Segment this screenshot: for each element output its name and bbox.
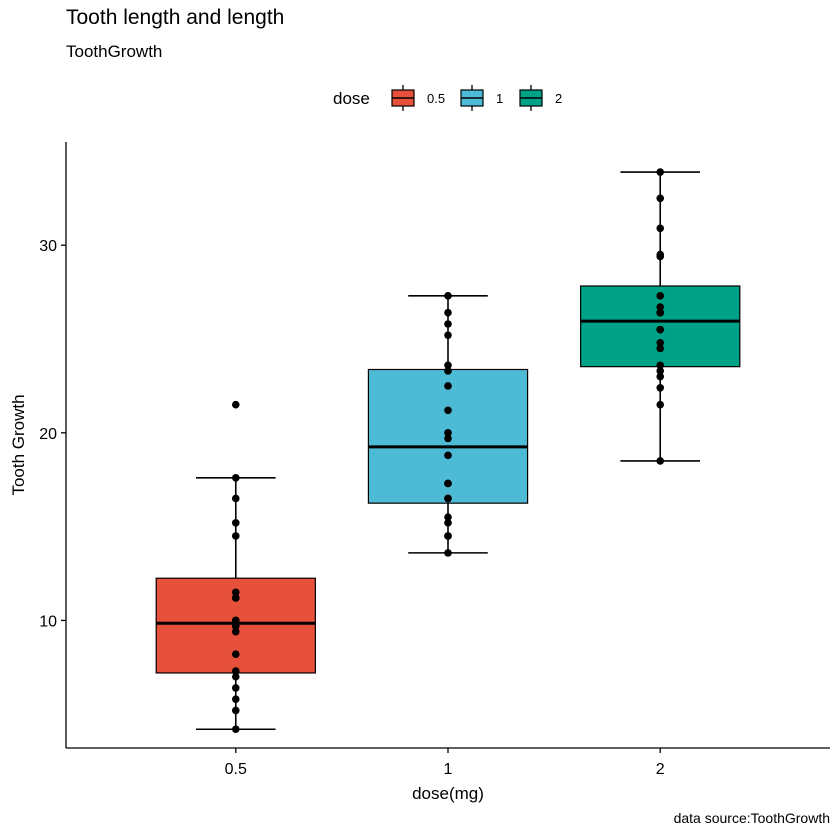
legend: dose 0.5 1 2 bbox=[333, 85, 562, 111]
chart-title: Tooth length and length bbox=[66, 6, 285, 29]
data-point bbox=[444, 519, 452, 527]
y-tick-label: 30 bbox=[39, 238, 57, 255]
data-point bbox=[231, 695, 240, 704]
data-point bbox=[656, 338, 665, 347]
data-point bbox=[444, 382, 452, 390]
legend-label: 0.5 bbox=[427, 91, 445, 106]
data-point bbox=[656, 194, 665, 203]
data-point bbox=[231, 622, 240, 630]
data-point bbox=[444, 532, 452, 540]
data-point bbox=[444, 549, 452, 557]
boxes-layer bbox=[155, 171, 741, 731]
data-point bbox=[231, 667, 240, 675]
x-tick-label: 0.5 bbox=[225, 761, 247, 778]
data-point bbox=[656, 224, 665, 233]
x-tick-label: 1 bbox=[444, 761, 453, 778]
data-point bbox=[231, 474, 240, 482]
legend-title: dose bbox=[333, 89, 370, 108]
legend-entry-2: 2 bbox=[519, 85, 562, 111]
legend-label: 2 bbox=[555, 91, 562, 106]
data-point bbox=[656, 325, 665, 334]
data-point bbox=[231, 494, 240, 503]
legend-entry-1: 1 bbox=[460, 85, 503, 111]
data-point bbox=[444, 320, 452, 328]
data-point bbox=[656, 457, 665, 465]
data-point bbox=[444, 451, 452, 460]
data-point bbox=[656, 344, 665, 353]
data-point bbox=[231, 672, 240, 681]
data-point bbox=[656, 383, 665, 392]
data-point bbox=[231, 706, 240, 715]
data-point bbox=[231, 650, 240, 658]
data-point bbox=[231, 588, 240, 597]
data-point bbox=[231, 684, 240, 692]
data-point bbox=[231, 519, 240, 527]
data-point bbox=[444, 361, 452, 370]
data-point bbox=[656, 252, 665, 261]
data-point bbox=[656, 303, 665, 311]
x-tick-label: 2 bbox=[656, 761, 665, 778]
chart-caption: data source:ToothGrowth bbox=[673, 810, 830, 826]
x-axis-title: dose(mg) bbox=[412, 784, 484, 803]
data-point bbox=[444, 434, 452, 443]
data-point bbox=[444, 292, 452, 300]
data-point bbox=[444, 331, 452, 340]
data-point bbox=[656, 292, 665, 300]
axes-layer: 10 20 30 0.5 1 2 dose(mg) Tooth Growth bbox=[9, 142, 830, 803]
y-axis-title: Tooth Growth bbox=[9, 394, 28, 495]
data-point bbox=[444, 367, 452, 375]
data-point bbox=[656, 361, 665, 370]
data-point bbox=[231, 400, 240, 409]
data-point bbox=[444, 479, 452, 488]
data-point bbox=[444, 308, 452, 317]
data-point bbox=[231, 594, 240, 602]
chart-subtitle: ToothGrowth bbox=[66, 42, 163, 61]
data-point bbox=[444, 406, 452, 415]
data-point bbox=[444, 429, 452, 437]
data-point bbox=[656, 372, 665, 381]
data-point bbox=[656, 367, 665, 375]
data-point bbox=[444, 513, 452, 522]
data-point bbox=[231, 616, 240, 625]
data-point bbox=[231, 532, 240, 540]
legend-entry-0.5: 0.5 bbox=[391, 85, 445, 111]
y-tick-label: 20 bbox=[39, 426, 57, 443]
data-point bbox=[231, 627, 240, 636]
data-point bbox=[231, 725, 240, 734]
data-point bbox=[444, 494, 452, 503]
data-point bbox=[656, 168, 665, 176]
points-layer bbox=[231, 168, 665, 734]
y-tick-label: 10 bbox=[39, 613, 57, 630]
legend-label: 1 bbox=[496, 91, 503, 106]
data-point bbox=[656, 308, 665, 317]
data-point bbox=[656, 400, 665, 409]
